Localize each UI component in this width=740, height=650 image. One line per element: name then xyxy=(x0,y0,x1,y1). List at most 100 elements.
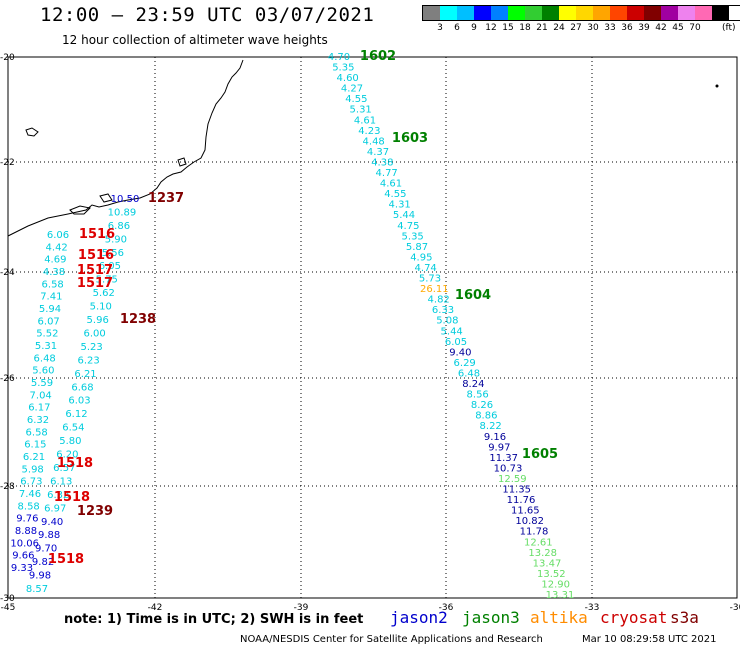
legend-swatch xyxy=(525,6,542,20)
swh-value-east-track: 13.28 xyxy=(528,548,557,559)
swh-value-east-track: 26.11 xyxy=(420,284,449,295)
swh-value-west-track: 4.42 xyxy=(46,242,68,253)
legend-swatch xyxy=(542,6,559,20)
swh-value-mid-track: 6.12 xyxy=(65,409,87,420)
swh-value-west-track: 7.41 xyxy=(40,292,62,303)
swh-value-east-track: 9.16 xyxy=(484,432,506,443)
legend-swatch xyxy=(644,6,661,20)
swh-value-mid-track: 9.82 xyxy=(32,557,54,568)
swh-value-east-track: 6.48 xyxy=(458,368,480,379)
satellite-cryosat: cryosat xyxy=(600,608,668,627)
legend-swatch xyxy=(593,6,610,20)
swh-value-mid-track: 5.10 xyxy=(90,302,112,313)
swh-value-east-track: 9.40 xyxy=(449,347,471,358)
legend-label: 12 xyxy=(485,23,497,33)
swh-value-mid-track: 6.68 xyxy=(71,382,93,393)
lon-tick-label: -39 xyxy=(294,603,309,613)
swh-value-west-track: 5.60 xyxy=(32,366,54,377)
swh-value-west-track: 6.32 xyxy=(27,415,49,426)
credit-text: NOAA/NESDIS Center for Satellite Applica… xyxy=(240,634,543,645)
swh-value-mid-track: 10.89 xyxy=(108,207,137,218)
swh-value-east-track: 4.48 xyxy=(363,136,385,147)
pass-number-label: 1518 xyxy=(57,456,93,471)
legend-swatch xyxy=(661,6,678,20)
swh-value-west-track: 6.48 xyxy=(34,353,56,364)
swh-value-east-track: 4.77 xyxy=(376,168,398,179)
swh-value-east-track: 11.78 xyxy=(520,527,549,538)
swh-value-east-track: 8.22 xyxy=(480,421,502,432)
legend-label: 36 xyxy=(621,23,633,33)
swh-value-east-track: 5.44 xyxy=(393,210,415,221)
swh-value-east-track: 5.44 xyxy=(441,326,463,337)
legend-unit: (ft) xyxy=(722,23,736,33)
island-outline xyxy=(25,127,39,137)
swh-value-mid-track: 6.32 xyxy=(47,490,69,501)
legend-label: 30 xyxy=(587,23,599,33)
swh-value-east-track: 5.35 xyxy=(402,231,424,242)
swh-value-east-track: 4.55 xyxy=(345,94,367,105)
legend-label: 24 xyxy=(553,23,565,33)
swh-value-mid-track: 6.03 xyxy=(68,396,90,407)
swh-value-mid-track: 6.00 xyxy=(84,328,106,339)
swh-value-west-track: 5.94 xyxy=(39,304,61,315)
pass-number-label: 1516 xyxy=(79,227,115,242)
pass-number-label: 1518 xyxy=(54,490,90,505)
swh-value-west-track: 7.46 xyxy=(19,489,41,500)
legend-swatch xyxy=(678,6,695,20)
legend-label: 9 xyxy=(471,23,477,33)
swh-value-east-track: 4.61 xyxy=(354,115,376,126)
swh-value-east-track: 13.52 xyxy=(537,569,566,580)
lon-tick-label: -36 xyxy=(439,603,454,613)
swh-value-east-track: 11.76 xyxy=(507,495,536,506)
swh-value-west-track: 5.31 xyxy=(35,341,57,352)
swh-value-west-track: 7.04 xyxy=(30,390,52,401)
pass-number-label: 1603 xyxy=(392,131,428,146)
swh-value-east-track: 11.35 xyxy=(502,485,531,496)
swh-value-mid-track: 6.97 xyxy=(44,503,66,514)
swh-value-east-track: 4.23 xyxy=(358,126,380,137)
swh-value-east-track: 4.74 xyxy=(415,263,437,274)
swh-value-east-track: 9.97 xyxy=(488,442,510,453)
swh-value-east-track: 4.95 xyxy=(410,252,432,263)
color-legend: (ft) 3 6 9 12 15 18 21 24 27 30 33 36 39 42 45 70 xyxy=(422,5,740,35)
legend-swatch xyxy=(712,6,729,20)
satellite-jason2: jason2 xyxy=(390,608,448,627)
legend-swatch xyxy=(440,6,457,20)
island-outline xyxy=(177,157,187,167)
page-title: 12:00 — 23:59 UTC 03/07/2021 xyxy=(40,4,375,26)
swh-value-mid-track: 6.57 xyxy=(53,463,75,474)
swh-value-east-track: 4.27 xyxy=(341,84,363,95)
legend-swatch xyxy=(610,6,627,20)
swh-value-west-track: 8.88 xyxy=(15,526,37,537)
legend-swatches xyxy=(422,5,740,21)
swh-value-east-track: 6.33 xyxy=(432,305,454,316)
bay-outline xyxy=(69,205,92,215)
legend-swatch xyxy=(508,6,525,20)
swh-value-east-track: 8.26 xyxy=(471,400,493,411)
swh-value-mid-track: 9.40 xyxy=(41,517,63,528)
legend-swatch xyxy=(695,6,712,20)
legend-label: 70 xyxy=(689,23,701,33)
swh-value-west-track: 9.76 xyxy=(16,514,38,525)
swh-value-west-track: 6.07 xyxy=(38,316,60,327)
swh-value-east-track: 12.59 xyxy=(498,474,527,485)
lat-tick-label: -28 xyxy=(0,482,15,492)
lon-tick-label: -42 xyxy=(148,603,163,613)
legend-swatch xyxy=(491,6,508,20)
footer-note: note: 1) Time is in UTC; 2) SWH is in fe… xyxy=(64,612,364,627)
swh-value-mid-track: 6.05 xyxy=(99,261,121,272)
pass-number-label: 1605 xyxy=(522,447,558,462)
satellite-altika: altika xyxy=(530,608,588,627)
legend-swatch xyxy=(474,6,491,20)
lon-tick-label: -33 xyxy=(585,603,600,613)
island-outline xyxy=(99,193,113,203)
map-frame xyxy=(7,56,738,599)
swh-value-mid-track: 5.96 xyxy=(87,315,109,326)
satellite-s3a: s3a xyxy=(670,608,699,627)
swh-value-mid-track: 5.80 xyxy=(59,436,81,447)
swh-value-west-track: 6.58 xyxy=(42,279,64,290)
swh-value-east-track: 8.56 xyxy=(467,390,489,401)
legend-label: 27 xyxy=(570,23,582,33)
swh-value-east-track: 5.08 xyxy=(436,316,458,327)
